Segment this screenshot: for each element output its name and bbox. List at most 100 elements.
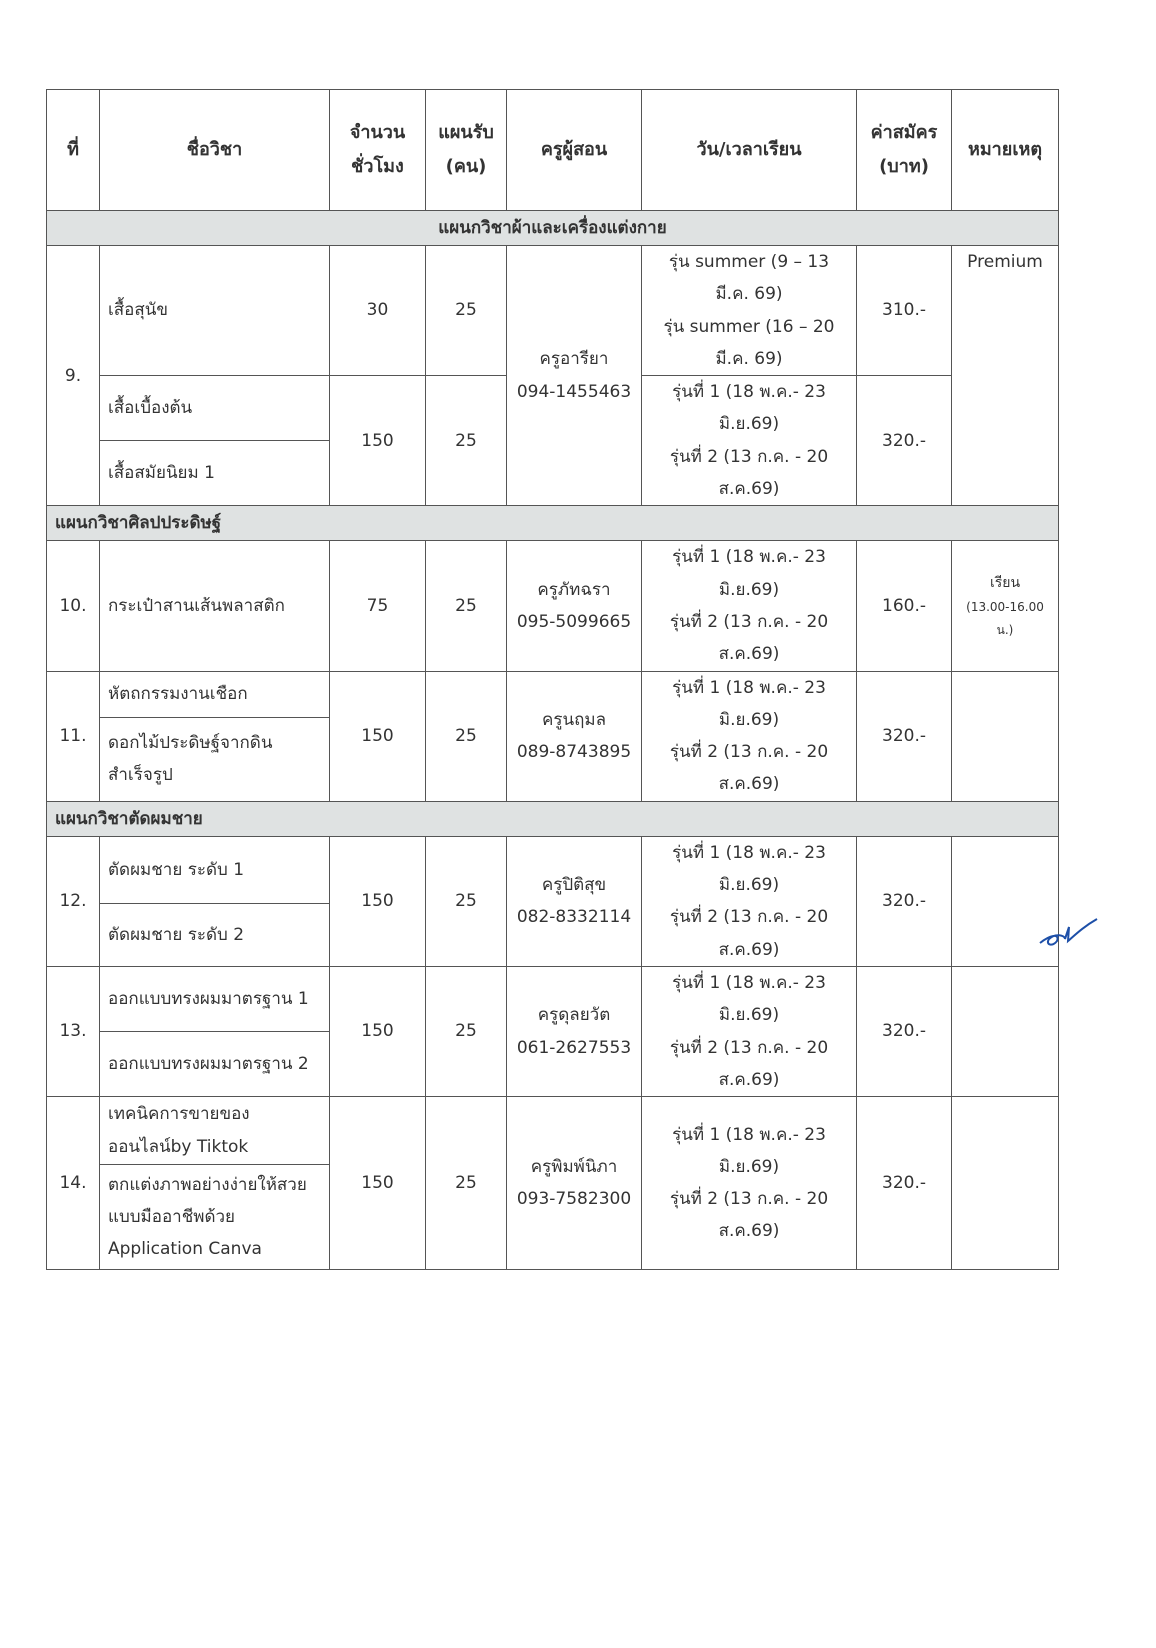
teacher-name: ครูพิมพ์นิภา (530, 1156, 618, 1177)
section-title: แผนกวิชาศิลปประดิษฐ์ (46, 505, 1059, 542)
hours: 30 (329, 244, 426, 377)
subject: ออกแบบทรงผมมาตรฐาน 2 (99, 1031, 330, 1098)
teacher: ครูอารียา 094-1455463 (506, 244, 642, 507)
teacher: ครูปิติสุข 082-8332114 (506, 835, 642, 967)
hours: 75 (329, 540, 426, 672)
table-row: ตัดผมชาย ระดับ 2 (47, 902, 1059, 967)
schedule-line: รุ่นที่ 2 (13 ก.ค. - 20 ส.ค.69) (669, 907, 829, 960)
schedule-line: รุ่นที่ 2 (13 ก.ค. - 20 ส.ค.69) (669, 1037, 829, 1090)
schedule: รุ่นที่ 1 (18 พ.ค.- 23 มิ.ย.69) รุ่นที่ 2… (641, 375, 857, 507)
teacher-phone: 089-8743895 (516, 742, 632, 763)
table-row: 11. หัตถกรรมงานเชือก 150 25 ครูนฤมล 089-87438… (46, 670, 1059, 802)
remark (951, 670, 1059, 802)
subject: เสื้อสมัยนิยม 1 (99, 440, 330, 507)
fee: 320.- (856, 965, 952, 1098)
teacher-phone: 095-5099665 (516, 611, 632, 632)
section-title: แผนกวิชาตัดผมชาย (46, 800, 1059, 837)
capacity: 25 (425, 375, 507, 507)
header-schedule: วัน/เวลาเรียน (641, 89, 857, 211)
capacity: 25 (425, 244, 507, 377)
teacher-phone: 082-8332114 (516, 907, 632, 928)
table-row: 12. ตัดผมชาย ระดับ 1 150 25 ครูปิติสุข 082-83… (46, 835, 1059, 967)
section-row: แผนกวิชาศิลปประดิษฐ์ (46, 505, 1059, 542)
remark: Premium (951, 244, 1059, 507)
section-title: แผนกวิชาผ้าและเครื่องแต่งกาย (46, 210, 1059, 246)
subject: หัตถกรรมงานเชือก (99, 670, 330, 718)
capacity: 25 (425, 965, 507, 1098)
table-row: 14. เทคนิคการขายของออนไลน์by Tiktok 150 25 ค… (46, 1096, 1059, 1271)
schedule: รุ่นที่ 1 (18 พ.ค.- 23 มิ.ย.69) รุ่นที่ 2… (641, 965, 857, 1098)
schedule-line: รุ่น summer (16 – 20 มี.ค. 69) (663, 316, 835, 369)
teacher-phone: 093-7582300 (516, 1189, 632, 1210)
header-subject: ชื่อวิชา (99, 89, 330, 211)
header-fee: ค่าสมัคร (บาท) (856, 89, 952, 211)
subject: เสื้อสุนัข (99, 244, 330, 377)
schedule-line: รุ่นที่ 2 (13 ก.ค. - 20 ส.ค.69) (669, 446, 829, 500)
table-row: ดอกไม้ประดิษฐ์จากดินสำเร็จรูป (47, 716, 1059, 802)
hours: 150 (329, 965, 426, 1098)
remark (951, 1096, 1059, 1271)
hours: 150 (329, 835, 426, 967)
table-row: 13. ออกแบบทรงผมมาตรฐาน 1 150 25 ครูดุลยวัต 06… (46, 965, 1059, 1098)
schedule: รุ่นที่ 1 (18 พ.ค.- 23 มิ.ย.69) รุ่นที่ 2… (641, 835, 857, 967)
course-table: ที่ ชื่อวิชา จำนวนชั่วโมง แผนรับ (คน) คร… (46, 89, 1059, 1271)
teacher-phone: 061-2627553 (516, 1037, 632, 1058)
table-row: เสื้อเบื้องต้น 150 25 รุ่นที่ 1 (18 พ.ค.… (47, 375, 1059, 507)
header-row: ที่ ชื่อวิชา จำนวนชั่วโมง แผนรับ (คน) คร… (46, 89, 1059, 211)
subject: เทคนิคการขายของออนไลน์by Tiktok (99, 1096, 330, 1166)
schedule-line: รุ่นที่ 2 (13 ก.ค. - 20 ส.ค.69) (669, 742, 829, 795)
subject: เสื้อเบื้องต้น (99, 375, 330, 442)
capacity: 25 (425, 1096, 507, 1271)
remark (951, 965, 1059, 1098)
subject: ออกแบบทรงผมมาตรฐาน 1 (99, 965, 330, 1033)
teacher: ครูดุลยวัต 061-2627553 (506, 965, 642, 1098)
table-row: 9. เสื้อสุนัข 30 25 ครูอารียา 094-1455463… (46, 244, 1059, 507)
schedule-line: รุ่นที่ 1 (18 พ.ค.- 23 มิ.ย.69) (672, 1124, 826, 1177)
header-capacity: แผนรับ (คน) (425, 89, 507, 211)
signature (1039, 918, 1098, 946)
table-row: ออกแบบทรงผมมาตรฐาน 2 (47, 1031, 1059, 1098)
teacher-phone: 094-1455463 (516, 381, 632, 402)
capacity: 25 (425, 670, 507, 802)
subject: กระเป๋าสานเส้นพลาสติก (99, 540, 330, 672)
header-remark: หมายเหตุ (951, 89, 1059, 211)
header-hours: จำนวนชั่วโมง (329, 89, 426, 211)
subject: ดอกไม้ประดิษฐ์จากดินสำเร็จรูป (99, 716, 330, 802)
course-no: 14. (46, 1096, 100, 1271)
schedule-line: รุ่น summer (9 – 13 มี.ค. 69) (668, 252, 830, 305)
schedule-line: รุ่นที่ 2 (13 ก.ค. - 20 ส.ค.69) (669, 611, 829, 665)
course-no: 10. (46, 540, 100, 672)
fee: 310.- (856, 244, 952, 377)
fee: 320.- (856, 670, 952, 802)
teacher: ครูนฤมล 089-8743895 (506, 670, 642, 802)
fee: 320.- (856, 835, 952, 967)
table-row: ตกแต่งภาพอย่างง่ายให้สวย แบบมืออาชีพด้วย… (47, 1164, 1059, 1271)
section-row: แผนกวิชาตัดผมชาย (46, 800, 1059, 837)
schedule: รุ่นที่ 1 (18 พ.ค.- 23 มิ.ย.69) รุ่นที่ 2… (641, 1096, 857, 1271)
subject: ตัดผมชาย ระดับ 2 (99, 902, 330, 967)
schedule-line: รุ่นที่ 1 (18 พ.ค.- 23 มิ.ย.69) (672, 842, 826, 896)
subject: ตกแต่งภาพอย่างง่ายให้สวย แบบมืออาชีพด้วย… (99, 1164, 330, 1271)
schedule-line: รุ่นที่ 1 (18 พ.ค.- 23 มิ.ย.69) (672, 677, 826, 730)
course-no: 9. (46, 244, 100, 507)
course-no: 13. (46, 965, 100, 1098)
teacher: ครูภัทฉรา 095-5099665 (506, 540, 642, 672)
teacher-name: ครูดุลยวัต (537, 1005, 611, 1026)
schedule-line: รุ่นที่ 1 (18 พ.ค.- 23 มิ.ย.69) (672, 382, 826, 435)
teacher: ครูพิมพ์นิภา 093-7582300 (506, 1096, 642, 1271)
subject: ตัดผมชาย ระดับ 1 (99, 835, 330, 904)
schedule-line: รุ่นที่ 1 (18 พ.ค.- 23 มิ.ย.69) (672, 972, 826, 1026)
schedule-line: รุ่นที่ 1 (18 พ.ค.- 23 มิ.ย.69) (672, 547, 826, 600)
course-no: 11. (46, 670, 100, 802)
hours: 150 (329, 670, 426, 802)
schedule: รุ่นที่ 1 (18 พ.ค.- 23 มิ.ย.69) รุ่นที่ 2… (641, 670, 857, 802)
hours: 150 (329, 1096, 426, 1271)
fee: 160.- (856, 540, 952, 672)
remark-line: (13.00-16.00 น.) (966, 600, 1044, 638)
capacity: 25 (425, 835, 507, 967)
capacity: 25 (425, 540, 507, 672)
schedule-line: รุ่นที่ 2 (13 ก.ค. - 20 ส.ค.69) (669, 1189, 829, 1242)
fee: 320.- (856, 1096, 952, 1271)
teacher-name: ครูอารียา (539, 349, 609, 370)
table-row: เสื้อสมัยนิยม 1 (47, 440, 1059, 507)
